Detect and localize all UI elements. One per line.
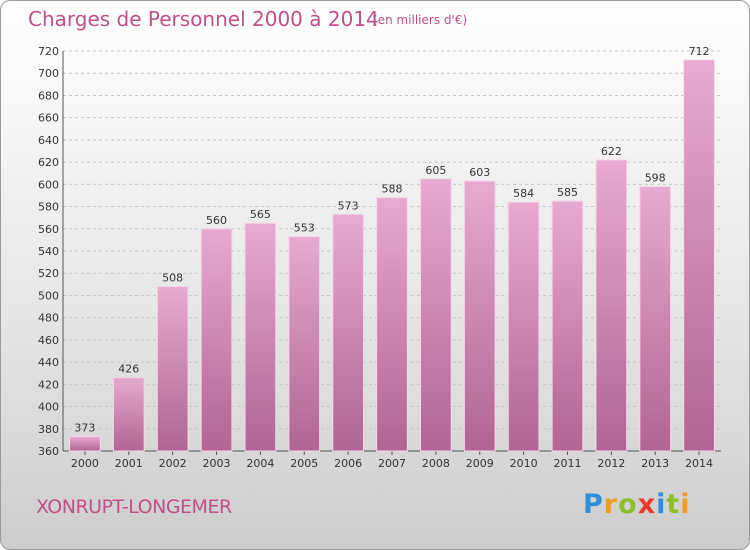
y-tick-label: 380 — [38, 423, 59, 436]
value-label: 584 — [513, 187, 534, 200]
bar-2010 — [507, 201, 540, 452]
logo-letter: P — [583, 489, 604, 520]
x-tick-label: 2010 — [510, 457, 538, 470]
x-tick-label: 2007 — [378, 457, 406, 470]
y-tick-label: 560 — [38, 223, 59, 236]
x-tick-label: 2000 — [71, 457, 99, 470]
value-label: 598 — [645, 172, 666, 185]
y-tick-label: 600 — [38, 178, 59, 191]
y-tick-label: 480 — [38, 312, 59, 325]
x-tick-label: 2013 — [641, 457, 669, 470]
logo-letter: t — [666, 489, 681, 520]
y-tick-label: 500 — [38, 289, 59, 302]
bar-2008 — [420, 178, 452, 452]
value-label: 508 — [162, 272, 183, 285]
bar-2011 — [551, 200, 584, 452]
value-label: 622 — [601, 145, 622, 158]
logo-letter: x — [637, 489, 657, 520]
label-layer: 373 426 508 560 565 553 573 588 605 603 584 585 622 5… — [74, 45, 709, 435]
value-label: 553 — [294, 222, 315, 235]
x-tick-label: 2009 — [466, 457, 494, 470]
y-tick-label: 520 — [38, 267, 59, 280]
y-tick-label: 440 — [38, 356, 59, 369]
y-tick-label: 680 — [38, 89, 59, 102]
bar-2006 — [332, 213, 364, 452]
chart-title: Charges de Personnel 2000 à 2014 — [28, 7, 379, 31]
value-label: 605 — [425, 164, 446, 177]
x-tick-label: 2012 — [597, 457, 625, 470]
x-tick-label: 2005 — [290, 457, 318, 470]
y-tick-label: 720 — [38, 45, 59, 58]
x-tick-label: 2001 — [115, 457, 143, 470]
y-tick-label: 700 — [38, 67, 59, 80]
y-tick-label: 640 — [38, 134, 59, 147]
value-label: 712 — [689, 45, 710, 58]
value-label: 585 — [557, 186, 578, 199]
y-tick-label: 400 — [38, 401, 59, 414]
logo-letter: i — [656, 489, 667, 520]
y-tick-label: 420 — [38, 378, 59, 391]
bar-2003 — [200, 228, 233, 452]
proxiti-logo: Proxiti — [583, 489, 691, 520]
logo-letter: i — [680, 489, 691, 520]
bar-layer — [69, 59, 715, 452]
y-tick-label: 360 — [38, 445, 59, 458]
bar-2013 — [639, 186, 672, 452]
x-tick-label: 2006 — [334, 457, 362, 470]
y-tick-label: 460 — [38, 334, 59, 347]
x-tick-label: 2002 — [159, 457, 187, 470]
commune-name: XONRUPT-LONGEMER — [36, 496, 232, 518]
x-tick-label: 2004 — [246, 457, 274, 470]
value-label: 603 — [469, 166, 490, 179]
logo-letter: o — [618, 489, 638, 520]
bar-2001 — [112, 377, 145, 452]
value-label: 560 — [206, 214, 227, 227]
y-tick-label: 580 — [38, 201, 59, 214]
bar-2007 — [376, 197, 408, 452]
chart-subtitle: (en milliers d'€) — [373, 13, 468, 27]
y-tick-label: 620 — [38, 156, 59, 169]
y-tick-label: 660 — [38, 112, 59, 125]
bar-2004 — [244, 222, 277, 452]
bar-2012 — [595, 159, 628, 452]
bar-2002 — [156, 286, 189, 452]
bar-2014 — [683, 59, 715, 452]
bar-2000 — [69, 436, 101, 452]
y-tick-label: 540 — [38, 245, 59, 258]
bar-2009 — [463, 180, 496, 452]
value-label: 573 — [338, 199, 359, 212]
x-tick-label: 2008 — [422, 457, 450, 470]
logo-letter: r — [603, 489, 619, 520]
bar-2005 — [288, 236, 321, 452]
value-label: 426 — [118, 363, 139, 376]
value-label: 565 — [250, 208, 271, 221]
x-tick-label: 2014 — [685, 457, 713, 470]
x-tick-label: 2011 — [553, 457, 581, 470]
value-label: 373 — [74, 422, 95, 435]
value-label: 588 — [382, 183, 403, 196]
x-tick-label: 2003 — [203, 457, 231, 470]
